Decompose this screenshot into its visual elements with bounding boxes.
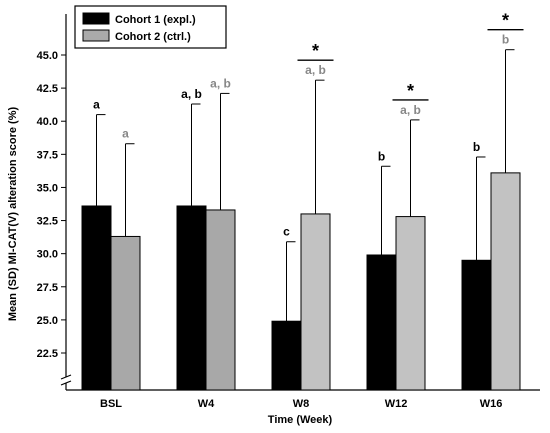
bar (395, 216, 426, 391)
bar (366, 254, 397, 391)
error-bars (96, 49, 515, 322)
y-tick-label: 22.5 (37, 348, 58, 360)
x-tick-label: W12 (385, 398, 408, 410)
significance-star: * (502, 11, 509, 31)
bar-letter-label: b (378, 149, 385, 163)
bar (490, 172, 521, 391)
x-tick-label: W4 (198, 398, 215, 410)
bar (110, 235, 141, 391)
y-tick-label: 30.0 (37, 249, 58, 261)
bar-letter-labels: a a, b c b b a a, b a, b a, b b (93, 33, 509, 239)
legend: Cohort 1 (expl.) Cohort 2 (ctrl.) (74, 5, 227, 49)
bar-letter-label: b (502, 33, 509, 47)
bar-letter-label: a, b (400, 103, 421, 117)
bar (81, 205, 112, 391)
bar-letter-label: a, b (210, 76, 231, 90)
bar (205, 209, 236, 391)
y-axis-label: Mean (SD) MI-CAT(V) alteration score (%) (7, 107, 19, 322)
significance-markers: * * * (297, 11, 524, 101)
x-tick-label: W16 (480, 398, 503, 410)
bar (461, 259, 492, 391)
bar-letter-label: a, b (181, 87, 202, 101)
y-tick-label: 45.0 (37, 50, 58, 62)
y-tick-label: 42.5 (37, 83, 58, 95)
y-tick-label: 25.0 (37, 315, 58, 327)
y-tick-label: 32.5 (37, 216, 58, 228)
y-tick-label: 27.5 (37, 282, 58, 294)
bar-letter-label: a (122, 127, 129, 141)
bar-letter-label: b (473, 140, 480, 154)
y-tick-label: 37.5 (37, 149, 58, 161)
significance-star: * (312, 41, 319, 61)
significance-star: * (407, 81, 414, 101)
x-tick-label: W8 (293, 398, 310, 410)
bar (176, 205, 207, 391)
legend-swatch (82, 12, 110, 25)
bar-letter-label: a, b (305, 63, 326, 77)
x-tick-label: BSL (100, 398, 122, 410)
bar (271, 320, 302, 391)
bars (81, 172, 521, 391)
legend-entry: Cohort 1 (expl.) (115, 14, 196, 26)
legend-entry: Cohort 2 (ctrl.) (115, 31, 191, 43)
axis-break-icon (60, 374, 72, 386)
legend-swatch (82, 29, 110, 42)
bar-letter-label: c (283, 225, 290, 239)
x-axis-label: Time (Week) (268, 414, 333, 426)
y-tick-label: 35.0 (37, 182, 58, 194)
bar-letter-label: a (93, 98, 100, 112)
bar (300, 213, 331, 391)
y-tick-label: 40.0 (37, 116, 58, 128)
